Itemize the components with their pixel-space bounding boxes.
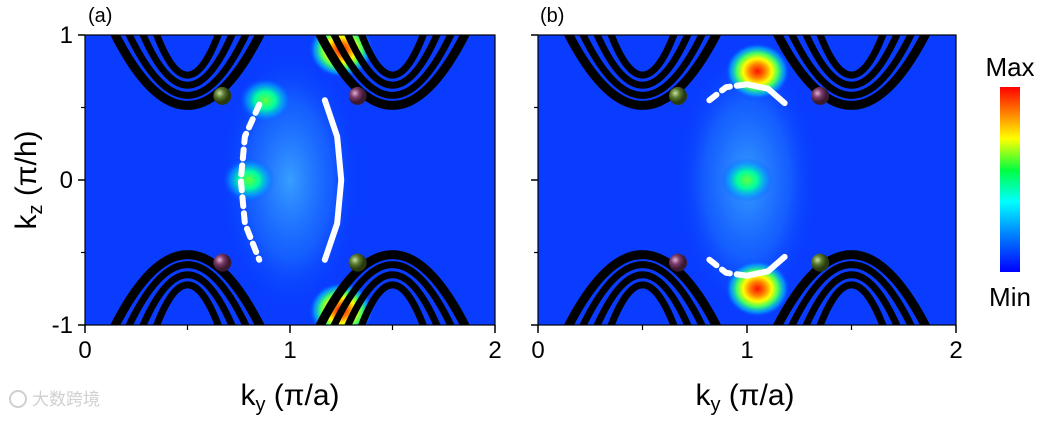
band-contour (772, 35, 931, 110)
colorbar-min-label: Min (989, 282, 1031, 312)
watermark-text: 大数跨境 (32, 390, 100, 409)
band-contour (593, 271, 692, 325)
dashed-fermi-arc (237, 101, 263, 263)
weyl-point-green (348, 253, 367, 272)
band-contour (788, 261, 915, 325)
band-contour (330, 35, 455, 99)
watermark: 大数跨境 (9, 390, 100, 409)
band-contour (563, 250, 722, 325)
y-tick-label: 1 (60, 22, 73, 49)
hot-spot (223, 158, 275, 202)
band-contour (772, 250, 931, 325)
band-contour (607, 35, 678, 79)
weyl-point-purple (348, 86, 367, 105)
hot-spot (239, 78, 292, 123)
panel-a-axes: 0 1 2-101 (52, 22, 502, 364)
weyl-point-green (213, 86, 232, 105)
band-contour (125, 261, 250, 325)
y-axis-title: kz (π/h) (10, 130, 47, 229)
weyl-point-purple (669, 253, 688, 272)
x-tick-label: 0 (78, 337, 91, 364)
hot-spot (721, 158, 773, 202)
weyl-point-purple (213, 253, 232, 272)
x-tick-label: 2 (488, 337, 501, 364)
y-tick-label: -1 (52, 312, 73, 339)
x-tick-label: 2 (949, 337, 962, 364)
band-contour (579, 261, 706, 325)
band-contour (816, 281, 887, 325)
band-contour (110, 250, 265, 325)
band-contour (802, 35, 901, 89)
band-contour (330, 261, 455, 325)
hot-spot (725, 43, 790, 100)
band-contour (315, 35, 470, 110)
colorbar: Max Min (985, 52, 1034, 312)
solid-fermi-arc (321, 97, 345, 263)
band-contour (153, 35, 222, 79)
x-tick-label: 0 (531, 337, 544, 364)
weyl-point-purple (811, 86, 830, 105)
panel-b-axes: 0 1 2 (531, 34, 963, 364)
watermark-icon (9, 390, 27, 408)
band-contour (315, 250, 470, 325)
band-contour (593, 35, 692, 89)
hot-spot (725, 260, 790, 317)
dashed-fermi-arc (706, 256, 750, 279)
band-contour (816, 35, 887, 79)
panel-b-label: (b) (540, 5, 564, 27)
colorbar-gradient (1000, 87, 1020, 272)
panel-a: (a) 0 1 2-101 (52, 5, 502, 364)
x-axis-title-b: ky (π/a) (695, 379, 794, 416)
band-contour (358, 281, 427, 325)
weyl-point-green (811, 253, 830, 272)
band-contour (125, 35, 250, 99)
band-contour (358, 35, 427, 79)
x-axis-title-a: ky (π/a) (240, 379, 339, 416)
x-tick-label: 1 (283, 337, 296, 364)
solid-fermi-arc (744, 253, 788, 279)
band-contour (110, 35, 265, 110)
band-contour (344, 35, 441, 89)
solid-fermi-arc (744, 81, 788, 107)
y-tick-label: 0 (60, 167, 73, 194)
band-contour (607, 281, 678, 325)
band-contour (153, 281, 222, 325)
band-contour (139, 271, 236, 325)
panel-b: (b) 0 1 2 (531, 5, 963, 364)
band-contour (344, 271, 441, 325)
panel-a-label: (a) (88, 5, 112, 27)
band-contour (802, 271, 901, 325)
x-tick-label: 1 (740, 337, 753, 364)
band-contour (788, 35, 915, 99)
band-contour (139, 35, 236, 89)
band-contour (563, 35, 722, 110)
dashed-fermi-arc (706, 81, 750, 104)
weyl-point-green (669, 86, 688, 105)
colorbar-max-label: Max (985, 52, 1034, 82)
band-contour (579, 35, 706, 99)
